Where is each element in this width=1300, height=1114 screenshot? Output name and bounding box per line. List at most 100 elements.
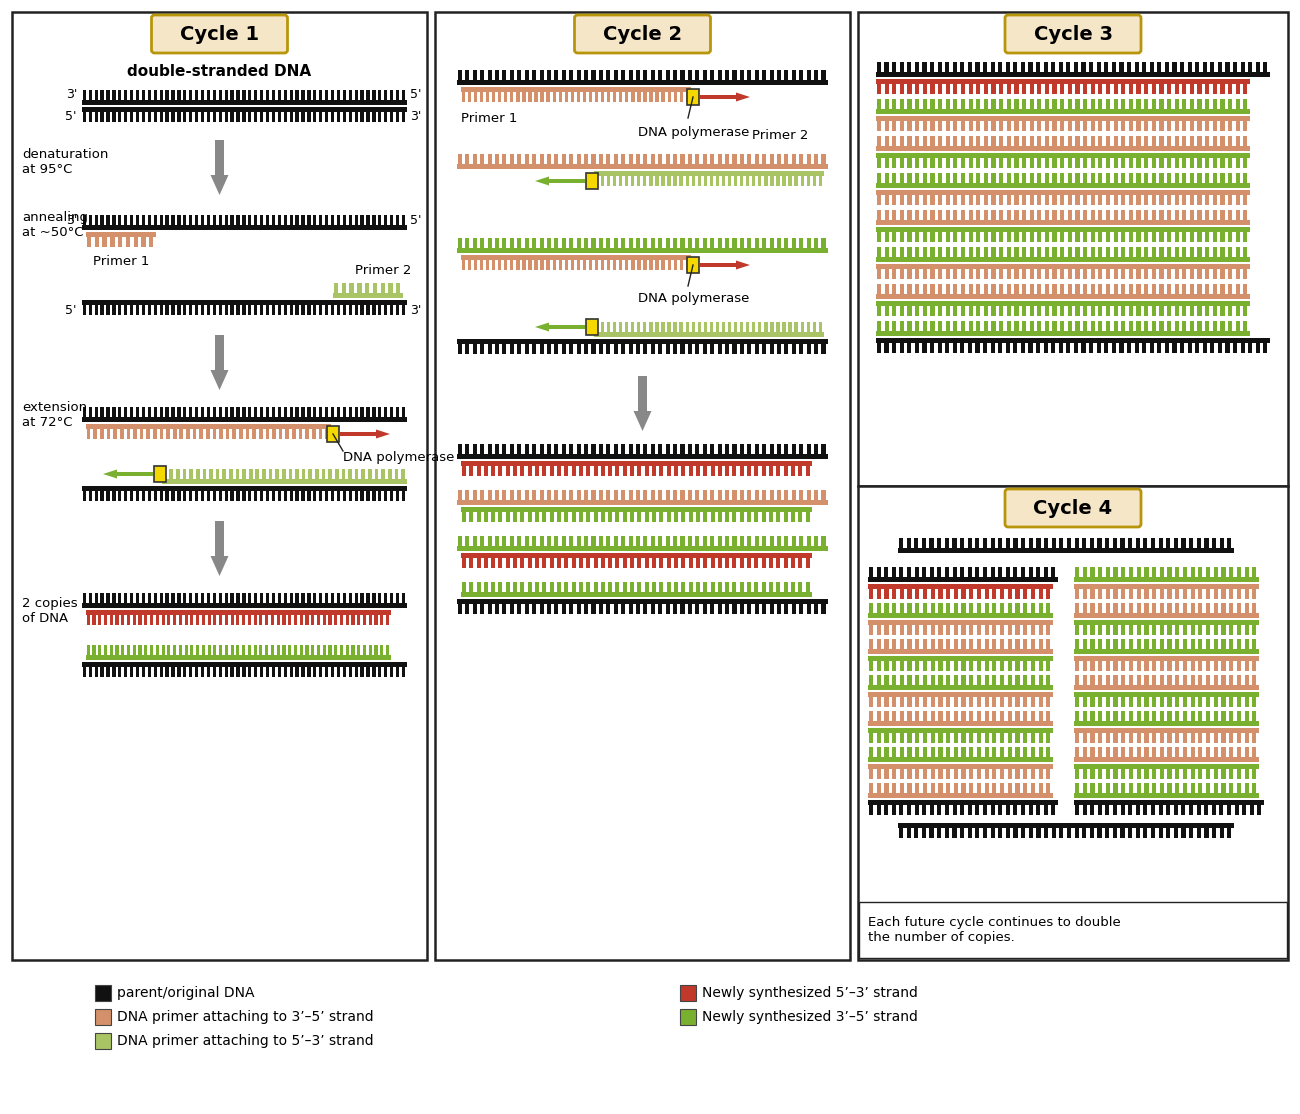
Bar bbox=[226, 429, 230, 439]
Bar bbox=[601, 92, 604, 102]
Bar bbox=[1144, 567, 1148, 577]
Bar bbox=[806, 582, 810, 592]
Bar bbox=[1052, 62, 1056, 72]
Bar bbox=[83, 215, 86, 225]
Bar bbox=[689, 558, 693, 568]
Bar bbox=[1160, 639, 1164, 649]
Bar bbox=[777, 344, 781, 354]
Bar bbox=[876, 331, 1251, 336]
Bar bbox=[86, 655, 391, 659]
Bar bbox=[1121, 661, 1126, 671]
Bar bbox=[1114, 769, 1118, 779]
Bar bbox=[1082, 538, 1087, 548]
Bar bbox=[1128, 195, 1134, 205]
Bar bbox=[1221, 195, 1225, 205]
Bar bbox=[1074, 584, 1258, 589]
Bar bbox=[939, 195, 942, 205]
Bar bbox=[318, 593, 322, 603]
Bar bbox=[205, 429, 209, 439]
Bar bbox=[1244, 675, 1249, 685]
Bar bbox=[136, 113, 139, 123]
Bar bbox=[629, 238, 633, 248]
Bar bbox=[1114, 195, 1118, 205]
Bar bbox=[1243, 158, 1248, 168]
Bar bbox=[1213, 173, 1217, 183]
Bar bbox=[645, 558, 649, 568]
Bar bbox=[289, 615, 291, 625]
Bar bbox=[148, 113, 151, 123]
Bar bbox=[776, 558, 780, 568]
Bar bbox=[329, 645, 332, 655]
Bar bbox=[1039, 747, 1043, 758]
Bar bbox=[1022, 247, 1026, 257]
Bar bbox=[390, 305, 393, 315]
Bar bbox=[992, 603, 997, 613]
Bar bbox=[1053, 284, 1057, 294]
Bar bbox=[1236, 697, 1242, 707]
Bar bbox=[552, 260, 556, 270]
Bar bbox=[1144, 733, 1148, 743]
Bar bbox=[516, 92, 520, 102]
Bar bbox=[313, 593, 316, 603]
Bar bbox=[992, 284, 996, 294]
Bar bbox=[1106, 589, 1110, 599]
Bar bbox=[577, 444, 581, 455]
Bar bbox=[976, 321, 980, 331]
Bar bbox=[577, 536, 581, 546]
Bar bbox=[732, 536, 737, 546]
Bar bbox=[1182, 121, 1187, 131]
Bar bbox=[1091, 232, 1095, 242]
Bar bbox=[961, 173, 965, 183]
Bar bbox=[100, 215, 104, 225]
Bar bbox=[962, 711, 966, 721]
Bar bbox=[1114, 158, 1118, 168]
Bar bbox=[283, 667, 287, 677]
Bar bbox=[1222, 589, 1226, 599]
Bar bbox=[884, 247, 889, 257]
Bar bbox=[332, 90, 334, 100]
Bar bbox=[762, 444, 766, 455]
Bar bbox=[103, 237, 107, 247]
Bar bbox=[878, 232, 881, 242]
Bar bbox=[1199, 769, 1203, 779]
Bar bbox=[402, 113, 406, 123]
Bar bbox=[462, 92, 465, 102]
Bar bbox=[923, 783, 927, 793]
Bar bbox=[1119, 343, 1123, 353]
Bar bbox=[1121, 306, 1126, 316]
Bar bbox=[130, 90, 133, 100]
Bar bbox=[586, 466, 590, 476]
Bar bbox=[762, 536, 766, 546]
Bar bbox=[599, 444, 603, 455]
Bar bbox=[540, 154, 543, 164]
Bar bbox=[517, 238, 521, 248]
Bar bbox=[1152, 84, 1156, 94]
Bar bbox=[718, 344, 722, 354]
Bar bbox=[517, 604, 521, 614]
Bar bbox=[190, 645, 194, 655]
Bar bbox=[755, 536, 759, 546]
Bar bbox=[931, 747, 935, 758]
Bar bbox=[915, 639, 919, 649]
Bar bbox=[967, 343, 972, 353]
Bar bbox=[907, 136, 911, 146]
Bar bbox=[696, 536, 699, 546]
Bar bbox=[725, 154, 729, 164]
Bar bbox=[495, 490, 499, 500]
Bar bbox=[939, 99, 942, 109]
Bar bbox=[868, 620, 1053, 625]
Bar bbox=[292, 429, 295, 439]
Bar bbox=[976, 232, 980, 242]
Bar bbox=[1114, 268, 1118, 278]
Bar bbox=[1174, 538, 1178, 548]
Bar bbox=[266, 305, 269, 315]
Bar bbox=[458, 604, 461, 614]
Bar bbox=[1091, 84, 1095, 94]
Bar bbox=[216, 469, 220, 479]
Bar bbox=[118, 491, 121, 501]
Bar bbox=[673, 444, 677, 455]
Bar bbox=[953, 538, 957, 548]
Bar bbox=[992, 639, 997, 649]
Bar bbox=[1222, 567, 1226, 577]
Bar bbox=[1091, 639, 1095, 649]
